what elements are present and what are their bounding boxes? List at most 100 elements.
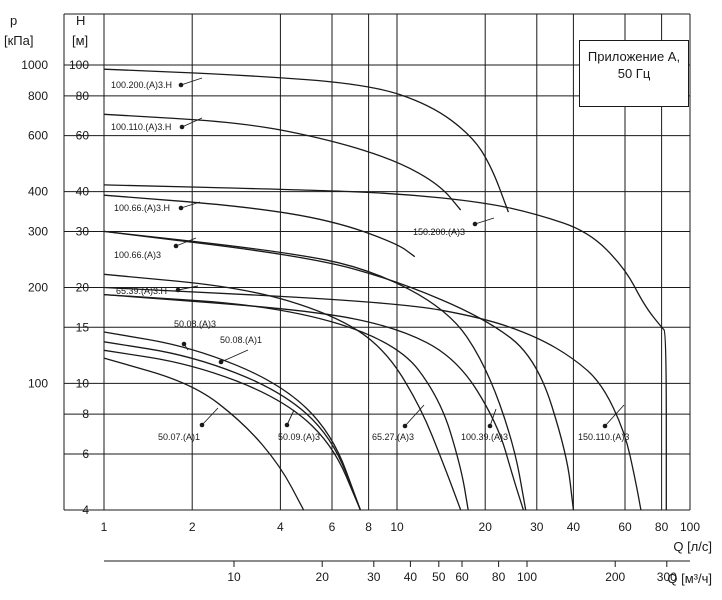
h-tick-label: 10 <box>76 376 90 390</box>
q-ls-tick-label: 40 <box>567 520 581 534</box>
series-line <box>103 331 362 511</box>
label-dot <box>175 287 181 293</box>
label-leader <box>404 404 425 427</box>
h-tick-label: 20 <box>76 281 90 295</box>
performance-curves <box>103 68 667 511</box>
q-m3h-tick-label: 100 <box>517 570 537 584</box>
series-line <box>103 273 462 511</box>
series-line <box>103 184 667 510</box>
label-leader <box>286 409 295 426</box>
label-dot <box>602 423 608 429</box>
label-dot <box>181 341 187 347</box>
series-line <box>103 113 462 211</box>
q-ls-tick-label: 1 <box>101 520 108 534</box>
series-line <box>103 230 575 511</box>
curve-label: 50.09.(A)3 <box>278 432 320 442</box>
label-leader <box>177 285 199 291</box>
annotation-line-1: Приложение А, <box>587 49 681 64</box>
series-line <box>103 286 642 511</box>
series-line <box>103 341 362 511</box>
q-ls-tick-label: 30 <box>530 520 544 534</box>
curve-label: 100.110.(A)3.H <box>111 122 171 132</box>
q-ls-tick-label: 8 <box>365 520 372 534</box>
p-tick-label: 300 <box>28 224 48 238</box>
label-dot <box>178 82 184 88</box>
label-leader <box>180 201 201 209</box>
h-tick-label: 6 <box>82 447 89 461</box>
h-tick-label: 15 <box>76 320 90 334</box>
h-tick-label: 80 <box>76 89 90 103</box>
curve-label: 100.66.(A)3 <box>114 250 161 260</box>
label-dot <box>487 423 493 429</box>
label-leader <box>474 217 495 225</box>
series-line <box>103 293 525 511</box>
curve-label: 65.27.(A)3 <box>372 432 414 442</box>
q-m3h-tick-label: 60 <box>455 570 469 584</box>
curve-label: 50.08.(A)3 <box>174 319 216 329</box>
curve-label: 150.110.(A)3 <box>578 432 629 442</box>
q-m3h-tick-label: 300 <box>657 570 677 584</box>
q-m3h-tick-label: 20 <box>316 570 330 584</box>
label-leader <box>201 407 219 426</box>
p-axis-unit-bracket: [кПа] <box>4 33 34 48</box>
series-line <box>103 293 469 511</box>
h-tick-label: 100 <box>69 58 89 72</box>
curve-label: 100.200.(A)3.H <box>111 80 172 90</box>
h-axis-unit: H <box>76 13 85 28</box>
q-ls-tick-label: 80 <box>655 520 669 534</box>
series-line <box>103 194 416 258</box>
curve-labels: 50.07.(A)1 50.08.(A)1 50.09.(A)3 50.08.(A)3… <box>111 77 629 442</box>
curve-label: 100.66.(A)3.H <box>114 203 170 213</box>
label-dot <box>179 124 185 130</box>
q-ls-tick-label: 2 <box>189 520 196 534</box>
curve-label: 65.39.(A)3.H <box>116 286 167 296</box>
label-dot <box>472 221 478 227</box>
axes: 4 6 8 10 15 20 30 40 60 80 100 100 200 300 400 600 800 10… <box>4 13 712 586</box>
series-line <box>103 357 305 511</box>
q-ls-tick-label: 10 <box>390 520 404 534</box>
label-dot <box>284 422 290 428</box>
curve-label: 150.200.(A)3 <box>413 227 465 237</box>
h-tick-label: 30 <box>76 224 90 238</box>
q-ls-tick-label: 6 <box>329 520 336 534</box>
label-dot <box>199 422 205 428</box>
q-m3h-axis-label: Q [м³/ч] <box>667 571 712 586</box>
h-axis-unit-bracket: [м] <box>72 33 88 48</box>
label-leader <box>181 117 203 128</box>
label-dot <box>173 243 179 249</box>
q-m3h-tick-label: 50 <box>432 570 446 584</box>
q-m3h-tick-label: 40 <box>404 570 418 584</box>
p-tick-label: 100 <box>28 376 48 390</box>
annotation-line-2: 50 Гц <box>617 66 651 81</box>
h-tick-label: 60 <box>76 129 90 143</box>
q-m3h-tick-label: 80 <box>492 570 506 584</box>
h-tick-label: 4 <box>82 503 89 517</box>
series-line <box>103 68 510 213</box>
q-ls-tick-label: 100 <box>680 520 700 534</box>
q-m3h-tick-label: 200 <box>605 570 625 584</box>
series-line <box>103 230 527 511</box>
p-tick-label: 600 <box>28 129 48 143</box>
label-leader <box>220 349 249 363</box>
label-dot <box>178 205 184 211</box>
p-tick-label: 200 <box>28 281 48 295</box>
q-ls-axis-label: Q [л/с] <box>673 539 712 554</box>
h-tick-label: 40 <box>76 185 90 199</box>
p-axis-unit: p <box>10 13 17 28</box>
series-line <box>103 349 361 511</box>
curve-label: 50.07.(A)1 <box>158 432 200 442</box>
label-leader <box>180 77 203 86</box>
label-leader <box>604 404 625 427</box>
h-tick-label: 8 <box>82 407 89 421</box>
p-tick-label: 800 <box>28 89 48 103</box>
curve-label: 50.08.(A)1 <box>220 335 262 345</box>
label-leader <box>489 408 497 427</box>
q-m3h-tick-label: 30 <box>367 570 381 584</box>
curve-label: 100.39.(A)3 <box>461 432 508 442</box>
q-ls-tick-label: 4 <box>277 520 284 534</box>
p-tick-label: 400 <box>28 185 48 199</box>
annotation-box: Приложение А, 50 Гц <box>579 40 689 107</box>
label-dot <box>402 423 408 429</box>
label-leader <box>175 237 197 247</box>
p-tick-label: 1000 <box>21 58 48 72</box>
